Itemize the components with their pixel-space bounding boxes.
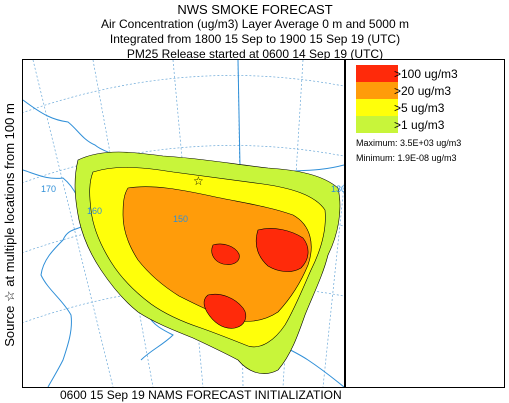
legend-maximum: Maximum: 3.5E+03 ug/m3 <box>356 138 461 148</box>
legend-label-over-20: >20 ug/m3 <box>394 84 451 98</box>
legend-item-over-1: >1 ug/m3 <box>356 116 444 133</box>
legend-label-over-5: >5 ug/m3 <box>394 101 444 115</box>
lon-label-150: 150 <box>173 214 188 224</box>
legend-swatch-red <box>356 65 398 82</box>
smoke-plume <box>75 152 340 374</box>
legend-swatch-orange <box>356 82 398 99</box>
legend-swatch-green <box>356 116 398 133</box>
concentration-subtitle: Air Concentration (ug/m3) Layer Average … <box>20 17 490 32</box>
source-side-label: Source ☆ at multiple locations from 100 … <box>1 60 19 390</box>
lon-label-170: 170 <box>41 184 56 194</box>
legend-item-over-5: >5 ug/m3 <box>356 99 444 116</box>
integration-subtitle: Integrated from 1800 15 Sep to 1900 15 S… <box>20 32 490 47</box>
legend-swatch-yellow <box>356 99 398 116</box>
map-canvas: 170 160 150 130 ☆ <box>23 60 344 387</box>
legend-label-over-1: >1 ug/m3 <box>394 118 444 132</box>
legend: >100 ug/m3 >20 ug/m3 >5 ug/m3 >1 ug/m3 M… <box>345 59 505 388</box>
lon-label-160: 160 <box>87 206 102 216</box>
map-title: NWS SMOKE FORECAST <box>20 2 490 17</box>
lon-label-130: 130 <box>331 184 344 194</box>
legend-item-over-20: >20 ug/m3 <box>356 82 451 99</box>
source-star-icon: ☆ <box>193 174 204 188</box>
legend-label-over-100: >100 ug/m3 <box>394 67 458 81</box>
forecast-footer: 0600 15 Sep 19 NAMS FORECAST INITIALIZAT… <box>60 388 342 402</box>
legend-item-over-100: >100 ug/m3 <box>356 65 458 82</box>
title-block: NWS SMOKE FORECAST Air Concentration (ug… <box>20 2 490 62</box>
smoke-map: 170 160 150 130 ☆ <box>22 59 345 388</box>
source-label-text: Source ☆ at multiple locations from 100 … <box>2 103 18 347</box>
legend-minimum: Minimum: 1.9E-08 ug/m3 <box>356 153 457 163</box>
